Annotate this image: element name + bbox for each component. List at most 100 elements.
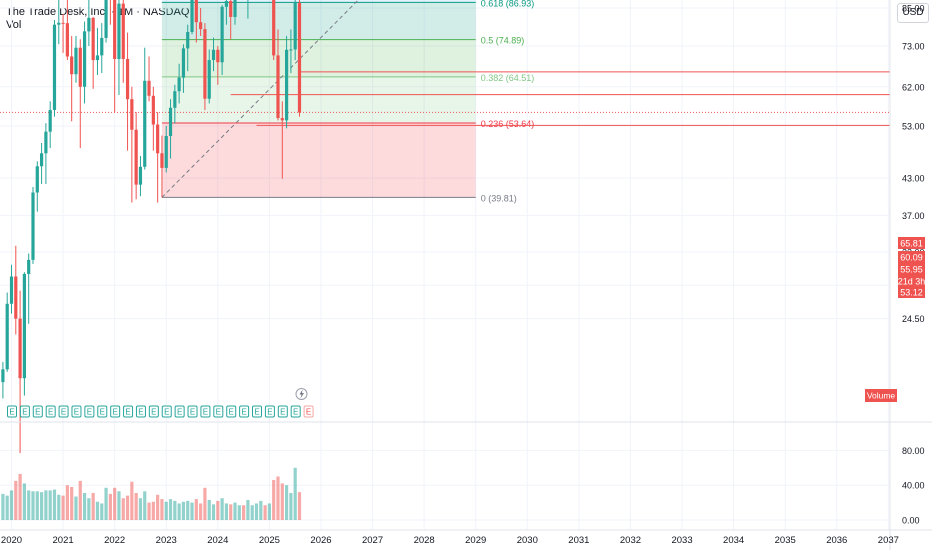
candle-body — [18, 318, 22, 379]
candle-body — [233, 0, 237, 17]
earnings-marker: E — [264, 405, 275, 418]
earnings-marker-badge — [71, 405, 82, 418]
volume-bar — [199, 503, 203, 520]
volume-bar — [177, 503, 181, 520]
candle-body — [143, 80, 147, 167]
earnings-marker-letter: E — [254, 408, 259, 417]
volume-indicator-label[interactable]: Vol — [6, 19, 22, 31]
earnings-marker-letter: E — [241, 408, 246, 417]
price-flag-label: 65.81 — [900, 238, 923, 248]
earnings-marker-badge — [303, 405, 314, 418]
volume-bar — [216, 500, 220, 520]
volume-bar — [293, 467, 297, 520]
volume-bar — [194, 499, 198, 520]
volume-bar — [70, 486, 74, 520]
volume-bar — [113, 487, 117, 520]
candle-body — [87, 17, 91, 32]
candle-body — [35, 166, 39, 193]
candle-body — [113, 0, 117, 59]
volume-bar — [224, 503, 229, 520]
price-flag-label: 60.09 — [900, 252, 923, 262]
earnings-marker-letter: E — [267, 408, 272, 417]
candle-body — [229, 1, 233, 17]
earnings-marker: E — [303, 405, 314, 418]
time-tick-label: 2033 — [671, 535, 692, 546]
earnings-marker: E — [148, 405, 159, 418]
grid — [0, 0, 890, 530]
volume-bar — [57, 494, 61, 520]
earnings-marker-badge — [200, 405, 211, 418]
candle-body — [82, 31, 87, 87]
volume-bar — [104, 487, 108, 520]
candle-body — [95, 55, 100, 61]
candle-body — [216, 49, 220, 63]
time-tick-label: 2022 — [104, 535, 125, 546]
volume-bar — [134, 493, 138, 520]
price-flag-label: 21d 3h — [898, 276, 926, 286]
candle-body — [100, 37, 104, 56]
candle-body — [134, 129, 138, 185]
candle-body — [194, 0, 198, 23]
earnings-marker-badge — [97, 405, 108, 418]
price-flag — [898, 275, 925, 287]
volume-badge — [865, 389, 897, 402]
earnings-marker-badge — [58, 405, 69, 418]
candle-body — [203, 29, 207, 99]
time-tick-label: 2028 — [414, 535, 435, 546]
earnings-marker-letter: E — [112, 408, 117, 417]
candle-body — [211, 49, 216, 61]
candle-body — [48, 109, 52, 132]
time-tick-label: 2031 — [568, 535, 589, 546]
volume-bar — [82, 493, 87, 520]
volume-bar — [267, 503, 271, 520]
candle-body — [173, 91, 177, 108]
volume-bar — [143, 491, 147, 520]
chart-header: The Trade Desk, Inc. · 1M · NASDAQ Vol — [6, 6, 189, 32]
candle-body — [14, 276, 18, 319]
time-tick-label: 2023 — [156, 535, 177, 546]
symbol-title[interactable]: The Trade Desk, Inc. · 1M · NASDAQ — [6, 6, 190, 18]
volume-bar — [125, 495, 130, 520]
candle-body — [272, 0, 276, 56]
earnings-marker-badge — [239, 405, 250, 418]
price-tick-label: 62.00 — [902, 82, 925, 92]
time-tick-label: 2025 — [259, 535, 280, 546]
candle-body — [160, 153, 164, 168]
volume-bar — [74, 496, 78, 520]
earnings-marker: E — [226, 405, 237, 418]
currency-button[interactable]: USD — [897, 3, 929, 23]
earnings-marker-badge — [123, 405, 134, 418]
earnings-marker-badge — [45, 405, 56, 418]
volume-bar — [168, 499, 173, 520]
earnings-marker: E — [7, 405, 17, 418]
candle-body — [130, 99, 134, 130]
time-tick-label: 2030 — [517, 535, 538, 546]
price-tick-label: 24.50 — [902, 314, 925, 324]
earnings-marker-badge — [252, 405, 263, 418]
volume-bar — [190, 502, 194, 520]
earnings-marker-letter: E — [35, 408, 40, 417]
price-flag — [898, 286, 925, 298]
earnings-marker-letter: E — [229, 408, 234, 417]
earnings-marker: E — [187, 405, 198, 418]
volume-bar — [280, 483, 284, 520]
earnings-marker: E — [19, 405, 30, 418]
time-tick-label: 2037 — [878, 535, 899, 546]
candle-body — [147, 80, 151, 96]
volume-tick-label: 40.00 — [902, 481, 925, 491]
earnings-marker-badge — [32, 405, 43, 418]
earnings-marker-letter: E — [164, 408, 169, 417]
earnings-marker-letter: E — [61, 408, 66, 417]
volume-bar — [160, 499, 164, 520]
volume-bars — [1, 467, 302, 520]
volume-bar — [121, 498, 125, 520]
earnings-marker: E — [200, 405, 211, 418]
candle-body — [220, 6, 224, 63]
earnings-marker-badge — [290, 405, 301, 418]
time-axis: 2020 2021 2022 2023 2024 2025 2026 2027 2028 2029… — [1, 535, 899, 546]
volume-bar — [147, 502, 151, 520]
fib-level-label: 0 (39.81) — [481, 193, 517, 203]
volume-bar — [61, 495, 65, 520]
